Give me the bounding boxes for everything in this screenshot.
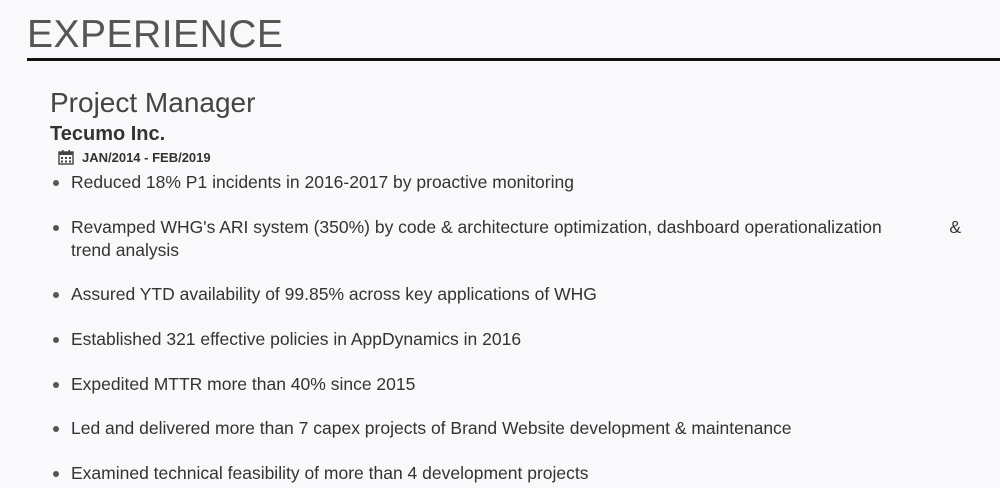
list-item: Led and delivered more than 7 capex proj… [50, 417, 970, 462]
list-item-text: Established 321 effective policies in Ap… [71, 329, 522, 349]
bullet-icon [53, 382, 59, 388]
job-dates-text: JAN/2014 - FEB/2019 [82, 149, 211, 165]
bullet-icon [53, 180, 59, 186]
list-item-text-amp: & [949, 217, 961, 237]
job-title: Project Manager [50, 87, 256, 118]
list-item-text: Led and delivered more than 7 capex proj… [71, 418, 792, 438]
bullet-icon [53, 471, 59, 477]
bullet-icon [53, 292, 59, 298]
list-item-text: Examined technical feasibility of more t… [71, 463, 589, 483]
list-item: Examined technical feasibility of more t… [50, 462, 970, 487]
bullet-icon [53, 426, 59, 432]
bullet-icon [53, 337, 59, 343]
list-item-text-part: Revamped WHG's ARI system (350%) by code… [71, 217, 882, 237]
section-title: EXPERIENCE [27, 13, 284, 56]
list-item: Assured YTD availability of 99.85% acros… [50, 283, 970, 328]
calendar-icon [58, 150, 74, 165]
list-item: Expedited MTTR more than 40% since 2015 [50, 373, 970, 417]
list-item-text: Assured YTD availability of 99.85% acros… [71, 284, 597, 304]
section-divider [27, 58, 1000, 61]
list-item-text: Expedited MTTR more than 40% since 2015 [71, 374, 416, 394]
list-item: Established 321 effective policies in Ap… [50, 328, 970, 373]
list-item: Reduced 18% P1 incidents in 2016-2017 by… [50, 171, 970, 216]
list-item: Revamped WHG's ARI system (350%) by code… [50, 216, 970, 283]
list-item-text: Reduced 18% P1 incidents in 2016-2017 by… [71, 172, 574, 192]
bullet-icon [53, 225, 59, 231]
list-item-text: Revamped WHG's ARI system (350%) by code… [71, 216, 970, 262]
company-name: Tecumo Inc. [50, 123, 166, 145]
list-item-text-part: trend analysis [71, 240, 179, 260]
achievement-list: Reduced 18% P1 incidents in 2016-2017 by… [50, 171, 970, 487]
job-dates: JAN/2014 - FEB/2019 [58, 147, 211, 167]
